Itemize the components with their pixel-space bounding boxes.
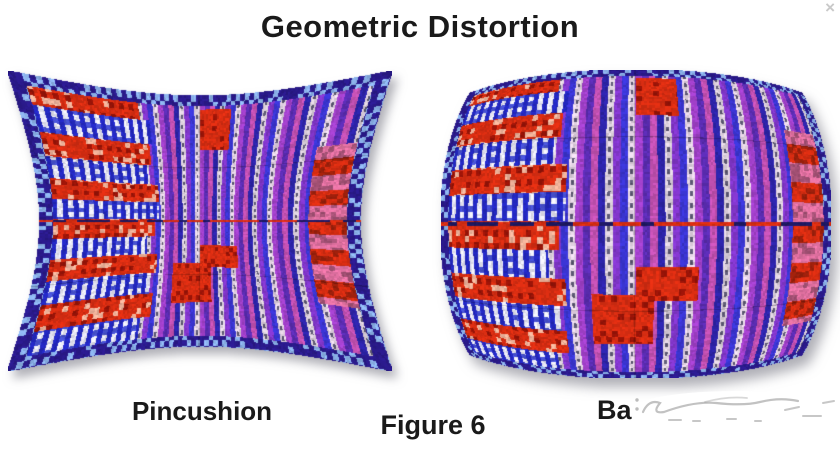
smudge-dot bbox=[635, 398, 639, 402]
smudge-faint-line bbox=[704, 396, 748, 403]
figure-caption: Figure 6 bbox=[380, 410, 486, 440]
close-icon[interactable]: × bbox=[825, 0, 835, 17]
barrel-distorted-image bbox=[441, 70, 831, 378]
smudge-squiggle bbox=[641, 398, 800, 414]
smudge-dashes bbox=[668, 418, 762, 422]
label-barrel: Ba bbox=[597, 395, 632, 426]
smudge-blob bbox=[635, 391, 839, 425]
smudge-marks bbox=[784, 400, 835, 417]
label-barrel-visible-text: Ba bbox=[597, 395, 632, 425]
smudge-dot bbox=[635, 407, 639, 411]
erased-watermark-smudge bbox=[635, 391, 839, 425]
label-pincushion: Pincushion bbox=[131, 396, 273, 426]
pincushion-distorted-image bbox=[8, 71, 392, 371]
figure-title: Geometric Distortion bbox=[260, 9, 580, 44]
